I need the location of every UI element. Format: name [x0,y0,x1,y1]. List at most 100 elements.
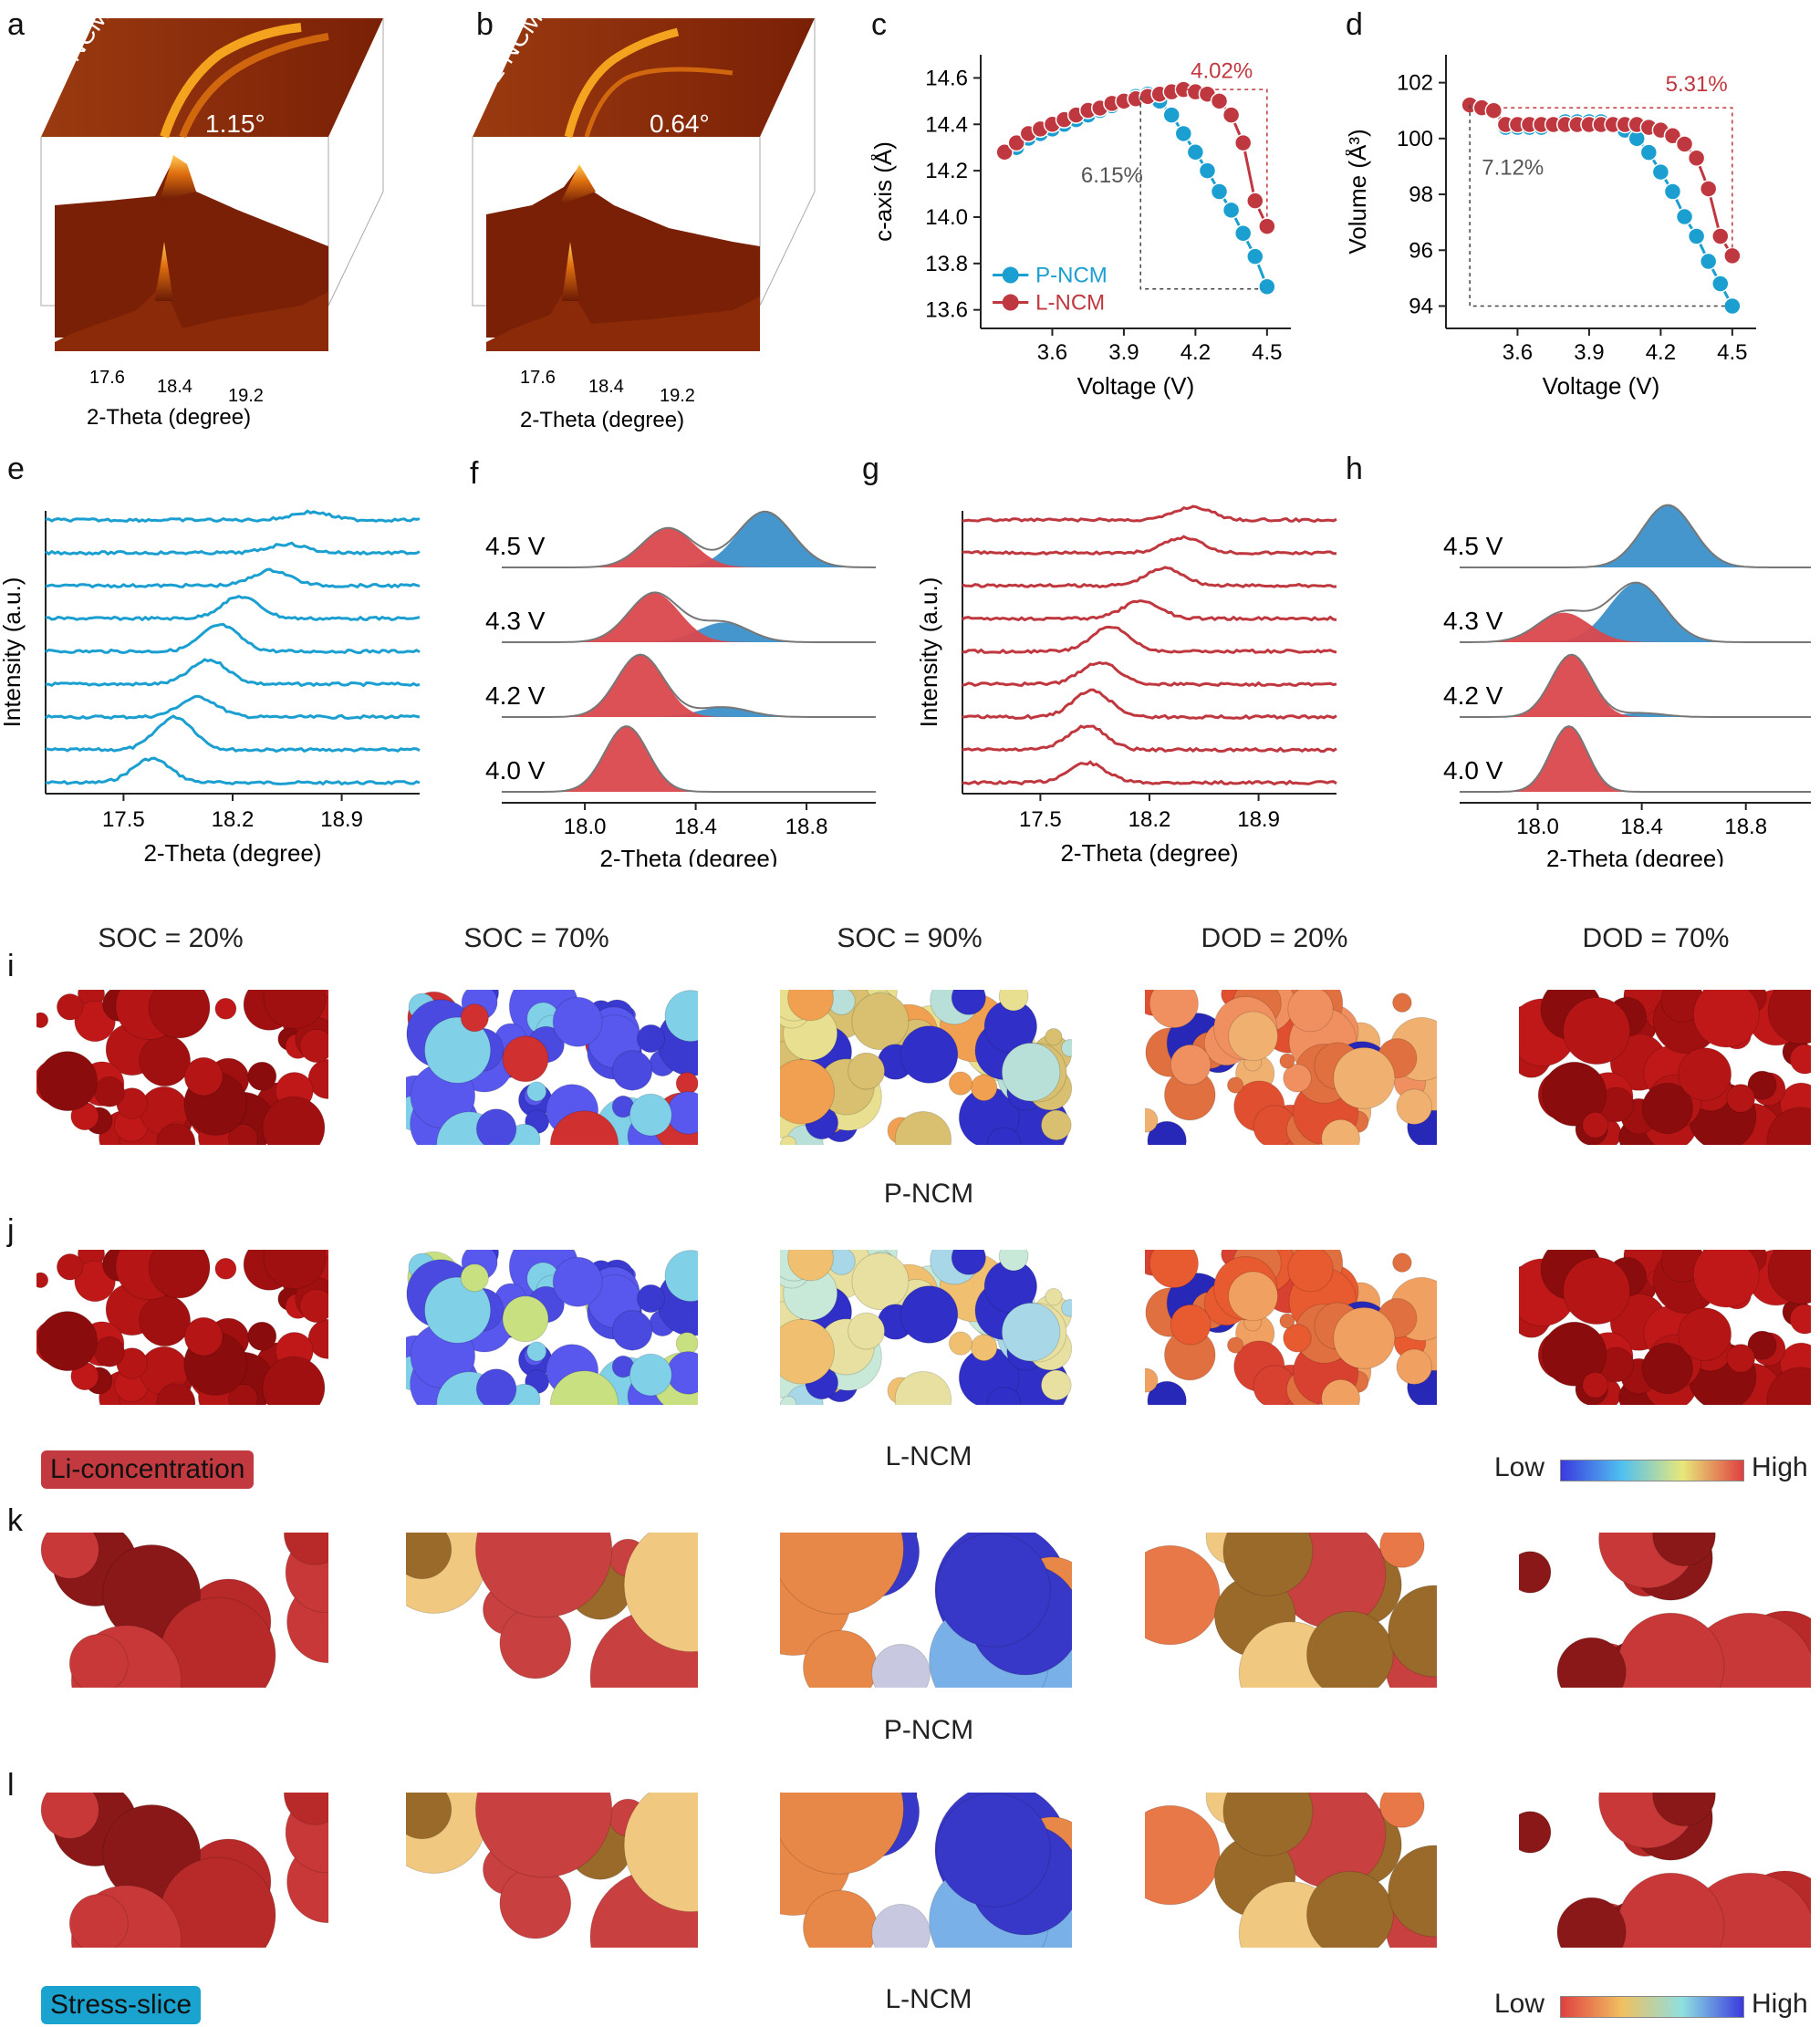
row-k-tile-svg-3 [1145,1533,1437,1688]
particle-53 [502,1295,549,1343]
chart-f: 18.0 18.4 18.8 2-Theta (degree) 4.0 V 4.2 V 4.… [485,510,876,867]
particle-49 [1149,990,1199,1029]
particle-36 [1542,1321,1607,1387]
particle-9 [871,1644,931,1688]
row-title-k: P-NCM [883,1715,974,1745]
particle-54 [787,990,834,1022]
row-title-j: L-NCM [885,1441,972,1471]
point-L-NCM-22 [1258,217,1276,235]
x-tick-label-3: 4.5 [1252,340,1282,365]
x-axis-title: 2-Theta (degree) [143,839,321,867]
point-L-NCM-19 [1222,106,1241,124]
envelope-2 [502,591,876,643]
particle-53 [1227,1076,1244,1094]
particle-10 [56,993,84,1021]
pattern-2 [962,688,1337,721]
particle-11 [1556,1897,1627,1948]
col-soc70: SOC = 70% [463,923,609,953]
particle-52 [1333,1306,1396,1369]
dash-p [1469,105,1728,307]
particle-7 [499,1866,572,1939]
particle-44 [424,1016,492,1084]
particle-49 [1045,1028,1063,1046]
row-i-tile-3 [1145,990,1437,1145]
particle-45 [475,1108,517,1145]
point-L-NCM-17 [1663,127,1682,145]
particle-7 [1222,1533,1314,1596]
particle-49 [1582,1371,1609,1398]
row-k-tile-svg-1 [406,1533,698,1688]
particle-53 [299,1028,328,1064]
row-k-tile-svg-0 [40,1533,328,1688]
particle-44 [1747,1330,1777,1360]
panel-label-f: f [470,456,479,491]
tag-li-concentration: Li-concentration [41,1450,255,1489]
row-j-tile-svg-0 [36,1250,328,1405]
particle-33 [664,1250,698,1303]
pattern-3 [46,658,421,688]
point-P-NCM-17 [1663,182,1682,201]
tick-a-1: 18.4 [157,377,192,397]
row-l-tile-svg-1 [406,1793,698,1948]
row-title-l: L-NCM [885,1984,972,2014]
x-tick-label-1: 3.9 [1574,340,1604,365]
voltage-label-3: 4.5 V [485,532,546,560]
particle-51 [552,996,603,1047]
tick-a-0: 17.6 [89,368,125,388]
point-P-NCM-20 [1233,224,1253,243]
x-tick-label-0: 18.0 [564,815,607,839]
particle-51 [848,1312,886,1350]
row-j-tile-svg-2 [780,1250,1072,1405]
particle-49 [1045,1288,1063,1306]
particle-18 [948,1331,973,1356]
particle-42 [94,1076,125,1107]
y-tick-label-4: 14.4 [925,112,968,137]
x-tick-label-2: 4.2 [1646,340,1676,365]
particle-43 [139,1294,192,1347]
particle-0 [1145,1544,1221,1646]
particle-37 [851,993,910,1051]
point-P-NCM-22 [1258,277,1276,296]
particle-27 [36,1012,49,1029]
row-i-tile-svg-3 [1145,990,1437,1145]
particle-50 [1321,1118,1361,1145]
particle-11 [68,1894,129,1948]
row-i-tile-0 [36,990,328,1145]
pattern-5 [962,598,1337,622]
point-P-NCM-19 [1222,201,1241,220]
particle-51 [1145,1367,1159,1393]
particle-41 [247,1061,277,1091]
row-title-i: P-NCM [883,1179,974,1209]
fwhm-a: 1.15° [205,109,265,138]
particle-11 [936,1533,1051,1648]
peak-red-0 [502,726,876,792]
particle-10 [56,1253,84,1281]
row-i-tile-svg-4 [1519,990,1811,1145]
point-P-NCM-16 [1186,143,1205,161]
particle-21 [1040,1369,1072,1401]
particle-43 [139,1034,192,1087]
x-axis-title: Voltage (V) [1543,372,1660,400]
particle-27 [894,1111,952,1145]
tick-a-2: 19.2 [228,386,264,406]
x-axis-title: Voltage (V) [1077,372,1195,400]
row-j-tile-svg-3 [1145,1250,1437,1405]
particle-50 [1563,996,1631,1065]
annot-l: 4.02% [1191,58,1253,83]
x-tick-label-1: 18.4 [1620,815,1663,839]
particle-39 [998,1250,1029,1272]
heatmap-top-a [41,18,383,137]
legend-label-1: L-NCM [1035,291,1105,316]
particle-47 [37,1051,99,1112]
annot-l: 5.31% [1666,72,1728,97]
x-tick-label-3: 4.5 [1717,340,1747,365]
col-soc90: SOC = 90% [837,923,983,953]
y-tick-label-5: 14.6 [925,66,968,90]
row-i-tile-svg-0 [36,990,328,1145]
x-tick-label-0: 18.0 [1516,815,1559,839]
pattern-4 [962,625,1337,655]
particle-22 [986,1127,1022,1145]
x-tick-label-0: 3.6 [1503,340,1533,365]
particle-41 [247,1321,277,1351]
particle-51 [262,1096,326,1145]
